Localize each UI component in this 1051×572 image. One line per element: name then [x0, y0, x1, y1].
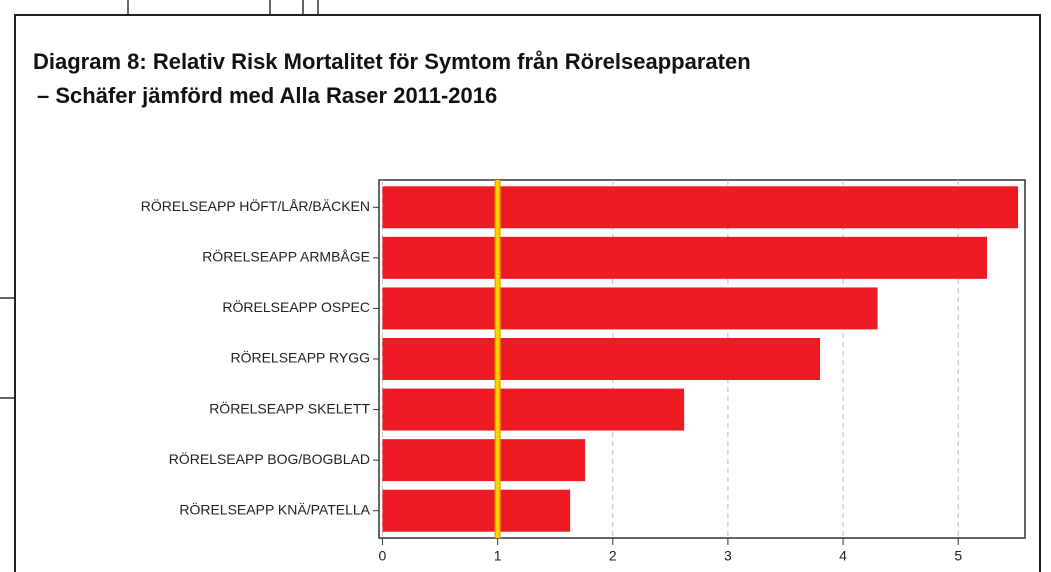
y-tick-label: RÖRELSEAPP SKELETT — [209, 399, 370, 416]
bar — [382, 439, 586, 482]
x-tick-label: 4 — [839, 548, 847, 564]
y-tick-label: RÖRELSEAPP OSPEC — [222, 298, 370, 315]
bar — [382, 489, 571, 532]
y-tick-label: RÖRELSEAPP ARMBÅGE — [202, 248, 370, 265]
x-tick-label: 0 — [379, 548, 387, 564]
bar — [382, 388, 685, 431]
chart-title: Diagram 8: Relativ Risk Mortalitet för S… — [33, 49, 751, 74]
y-tick-label: RÖRELSEAPP BOG/BOGBLAD — [169, 450, 370, 467]
bar — [382, 236, 987, 279]
y-tick-label: RÖRELSEAPP KNÄ/PATELLA — [179, 500, 370, 517]
y-tick-label: RÖRELSEAPP RYGG — [230, 349, 370, 366]
bar — [382, 338, 821, 380]
x-tick-label: 3 — [724, 548, 732, 564]
bar — [382, 186, 1019, 229]
x-tick-label: 1 — [494, 548, 502, 564]
bar — [382, 287, 878, 330]
chart-subtitle: – Schäfer jämförd med Alla Raser 2011-20… — [37, 83, 497, 108]
x-tick-label: 2 — [609, 548, 617, 564]
x-tick-label: 5 — [954, 548, 962, 564]
y-tick-label: RÖRELSEAPP HÖFT/LÅR/BÄCKEN — [141, 197, 370, 214]
